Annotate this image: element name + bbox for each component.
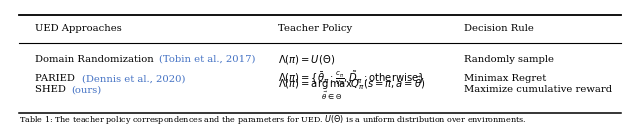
Text: (ours): (ours) xyxy=(72,85,102,94)
Text: PARIED: PARIED xyxy=(35,74,78,83)
Text: $\Lambda(\pi) = \{\bar{\theta}_\pi : \frac{c_\pi}{v_\pi}, \tilde{D}_\pi : \mathr: $\Lambda(\pi) = \{\bar{\theta}_\pi : \fr… xyxy=(278,69,425,88)
Text: Decision Rule: Decision Rule xyxy=(464,24,534,33)
Text: Maximize cumulative reward: Maximize cumulative reward xyxy=(464,85,612,94)
Text: SHED: SHED xyxy=(35,85,69,94)
Text: Minimax Regret: Minimax Regret xyxy=(464,74,547,83)
Text: (Tobin et al., 2017): (Tobin et al., 2017) xyxy=(159,55,255,64)
Text: (Dennis et al., 2020): (Dennis et al., 2020) xyxy=(82,74,186,83)
Text: $\Lambda(\pi) = \underset{\vec{\theta}\in\Theta}{\arg\max}Q_\pi(s = \pi, a = \ve: $\Lambda(\pi) = \underset{\vec{\theta}\i… xyxy=(278,75,426,102)
Text: $\Lambda(\pi) = U(\Theta)$: $\Lambda(\pi) = U(\Theta)$ xyxy=(278,53,335,66)
Text: Teacher Policy: Teacher Policy xyxy=(278,24,353,33)
Text: Domain Randomization: Domain Randomization xyxy=(35,55,157,64)
Text: Randomly sample: Randomly sample xyxy=(464,55,554,64)
Text: Table 1: The teacher policy correspondences and the parameters for UED. $U(\Thet: Table 1: The teacher policy corresponden… xyxy=(19,113,527,124)
Text: UED Approaches: UED Approaches xyxy=(35,24,122,33)
